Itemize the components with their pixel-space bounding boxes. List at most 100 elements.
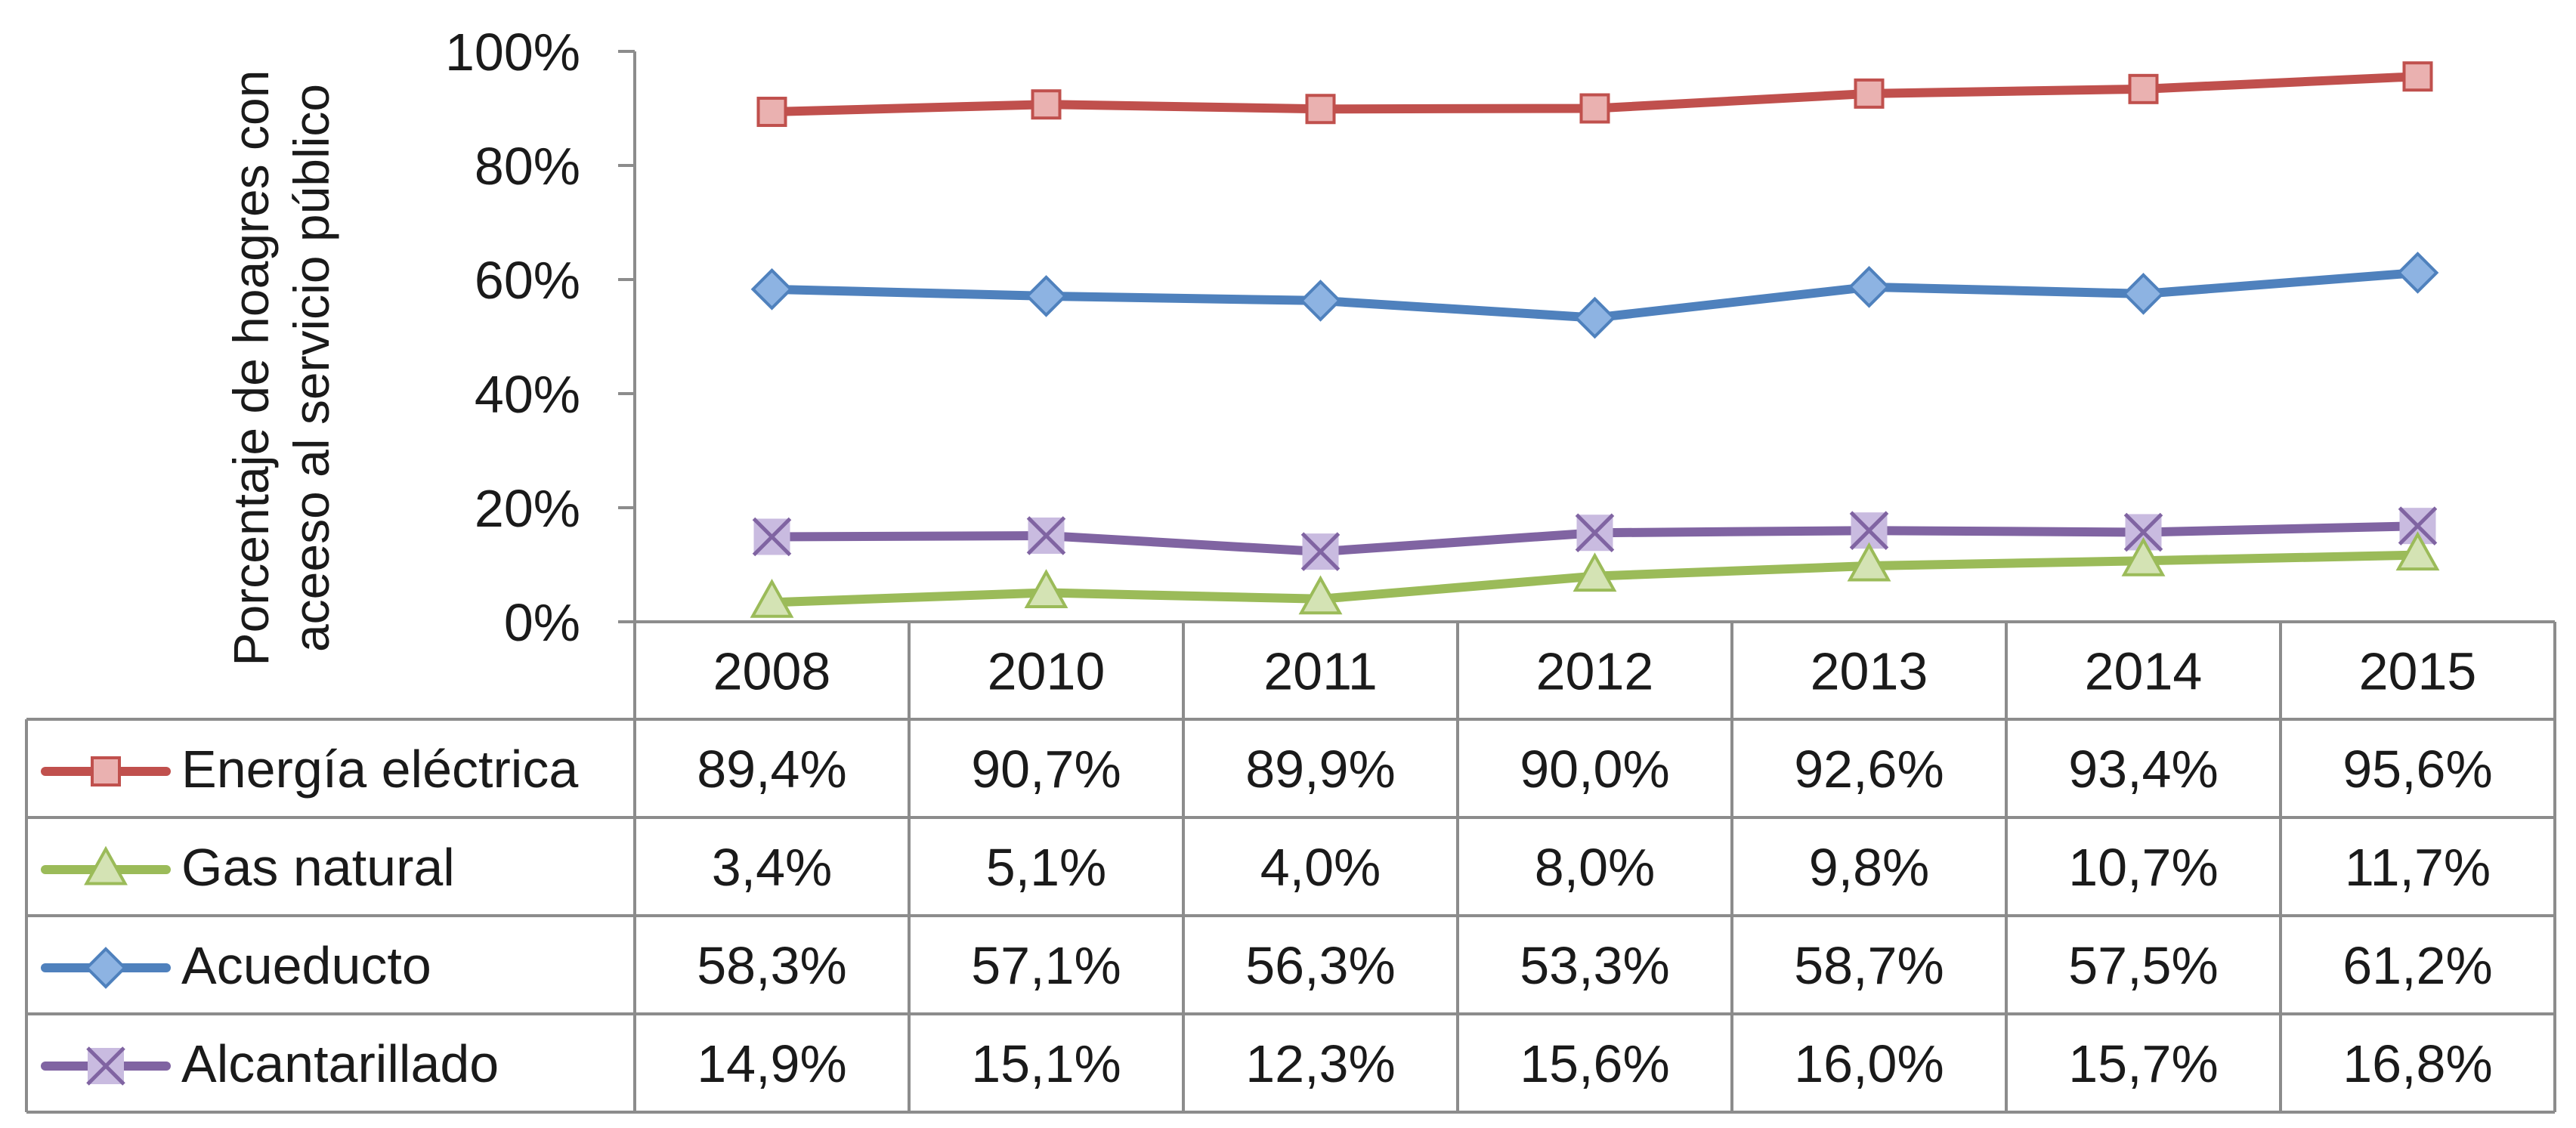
table-value: 90,0% [1520, 740, 1669, 799]
x-category-label: 2011 [1263, 642, 1378, 701]
legend-key-marker [86, 1046, 125, 1086]
series-3 [752, 506, 2438, 571]
legend-label: Acueducto [181, 936, 431, 995]
axis-layer [618, 50, 636, 623]
table-value: 56,3% [1245, 936, 1395, 995]
series-2 [750, 252, 2439, 339]
data-point-stroke [1575, 513, 1615, 552]
legend-key-marker [91, 756, 121, 787]
data-point [1024, 569, 1068, 608]
x-category-label: 2013 [1811, 642, 1928, 701]
legend-label: Alcantarillado [181, 1034, 499, 1093]
data-point [1849, 511, 1889, 550]
data-point [1299, 280, 1342, 322]
table-value: 89,9% [1245, 740, 1395, 799]
data-point [1031, 89, 1062, 120]
data-point [1847, 542, 1891, 582]
data-table: 2008 2010 2011 2012 2013 2014 2015 Energía eléc… [25, 620, 2556, 1114]
table-value: 15,1% [971, 1034, 1121, 1093]
data-point [2121, 536, 2166, 576]
data-point [2122, 273, 2165, 315]
table-value: 57,1% [971, 936, 1121, 995]
series-0 [756, 61, 2433, 128]
data-point [1579, 93, 1610, 124]
data-point-stroke [2398, 506, 2438, 545]
table-value: 15,6% [1520, 1034, 1669, 1093]
table-value: 53,3% [1520, 936, 1669, 995]
legend-key [41, 1046, 171, 1086]
legend-label: Energía eléctrica [181, 740, 578, 799]
data-point [2395, 531, 2440, 571]
y-tick-label: 20% [475, 479, 580, 538]
legend-key [41, 756, 171, 787]
table-value: 5,1% [986, 838, 1107, 897]
data-point [1573, 552, 1617, 592]
y-axis-title-line: Porcentaje de hoagres con [223, 70, 279, 666]
legend-label: Gas natural [181, 838, 455, 897]
y-axis-label: Porcentaje de hoagres con aceeso al servi… [223, 70, 339, 666]
data-point [2128, 73, 2159, 104]
table-value: 16,0% [1794, 1034, 1944, 1093]
x-category-label: 2014 [2085, 642, 2203, 701]
y-tick-label: 0% [504, 593, 580, 652]
data-point [750, 578, 794, 618]
legend-key-marker [84, 845, 128, 885]
data-point [1575, 513, 1615, 552]
data-point [1026, 516, 1066, 555]
data-point [756, 97, 787, 128]
table-value: 93,4% [2068, 740, 2218, 799]
table-value: 95,6% [2343, 740, 2492, 799]
data-point [2398, 506, 2438, 545]
data-point [2396, 252, 2439, 294]
table-value: 4,0% [1260, 838, 1381, 897]
legend-key [41, 845, 171, 885]
x-category-label: 2010 [988, 642, 1106, 701]
x-category-label: 2008 [713, 642, 831, 701]
data-point [1848, 265, 1891, 308]
legend-key-marker-stroke [86, 1046, 125, 1086]
data-point [1300, 532, 1341, 571]
data-point-stroke [1300, 532, 1341, 571]
table-value: 9,8% [1809, 838, 1930, 897]
y-tick-label: 80% [475, 137, 580, 196]
y-tick-label: 100% [445, 23, 580, 82]
data-point [752, 517, 792, 557]
data-point-stroke [1849, 511, 1889, 550]
table-value: 14,9% [697, 1034, 846, 1093]
data-point [1298, 575, 1343, 615]
data-point [750, 268, 793, 311]
data-point [2402, 61, 2433, 92]
table-value: 58,3% [697, 936, 846, 995]
table-value: 61,2% [2343, 936, 2492, 995]
data-point-stroke [752, 517, 792, 557]
table-value: 57,5% [2068, 936, 2218, 995]
series-1 [750, 531, 2440, 618]
data-point-stroke [1026, 516, 1066, 555]
y-tick-labels: 0% 20% 40% 60% 80% 100% [445, 23, 580, 652]
data-point-stroke [2123, 512, 2163, 552]
legend-key [41, 947, 171, 989]
data-point [1025, 275, 1068, 317]
legend-key-marker [85, 947, 127, 989]
table-value: 89,4% [697, 740, 846, 799]
table-value: 58,7% [1794, 936, 1944, 995]
table-value: 92,6% [1794, 740, 1944, 799]
data-point [2123, 512, 2163, 552]
data-point [1854, 78, 1885, 109]
data-point [1305, 94, 1336, 125]
table-value: 16,8% [2343, 1034, 2492, 1093]
table-value: 10,7% [2068, 838, 2218, 897]
table-value: 3,4% [712, 838, 833, 897]
x-category-label: 2012 [1536, 642, 1654, 701]
y-axis-title-line: aceeso al servicio público [283, 84, 339, 652]
table-value: 15,7% [2068, 1034, 2218, 1093]
table-value: 11,7% [2345, 838, 2491, 897]
x-category-label: 2015 [2359, 642, 2477, 701]
data-point [1573, 296, 1616, 339]
table-value: 12,3% [1245, 1034, 1395, 1093]
y-tick-label: 60% [475, 251, 580, 310]
y-axis-title: Porcentaje de hoagres con aceeso al servi… [223, 70, 339, 666]
series-layer [750, 61, 2440, 618]
table-value: 8,0% [1535, 838, 1656, 897]
